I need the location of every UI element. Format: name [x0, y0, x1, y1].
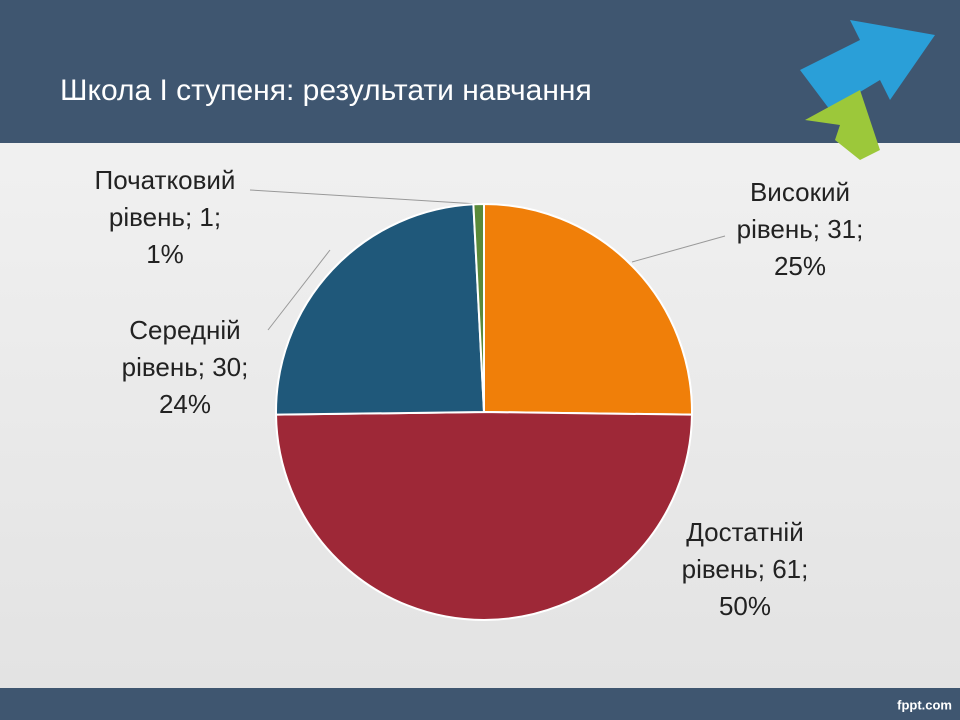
pie-slice	[472, 202, 485, 413]
pie-slice	[275, 203, 486, 416]
data-label: Початковий рівень; 1; 1%	[94, 165, 236, 269]
leader-lines	[249, 189, 726, 331]
data-label: Високий рівень; 31; 25%	[736, 177, 864, 281]
data-label: Середній рівень; 30; 24%	[121, 315, 249, 419]
slide-title: Школа І ступеня: результати навчання	[60, 74, 592, 107]
footer-band	[0, 688, 960, 720]
pie-slice	[275, 410, 693, 621]
arrows-icon	[800, 20, 935, 160]
footer-text: fppt.com	[897, 697, 952, 712]
data-label: Достатній рівень; 61; 50%	[681, 517, 809, 621]
header-band	[0, 0, 960, 143]
pie-slice	[483, 202, 693, 416]
